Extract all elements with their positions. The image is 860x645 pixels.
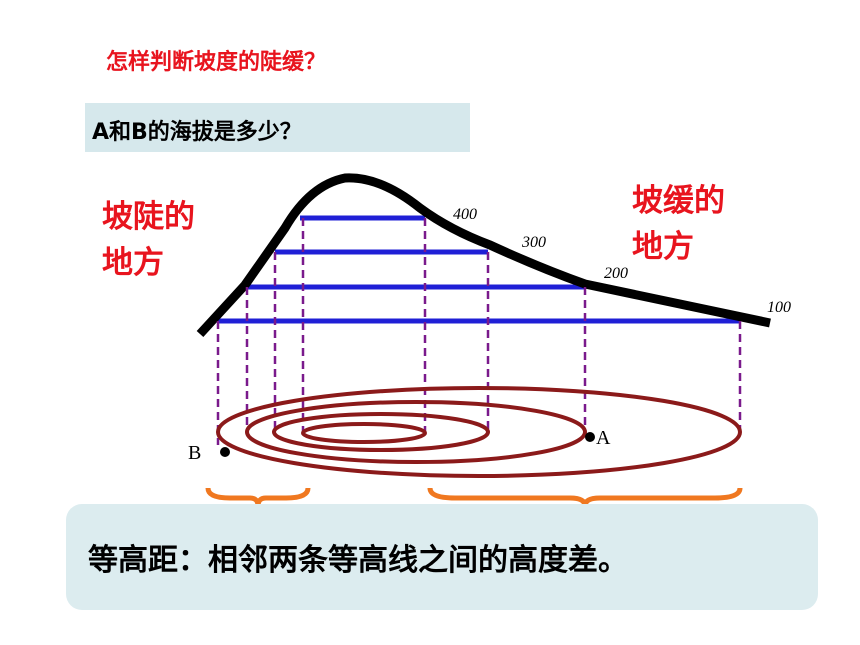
elevation-lines (218, 215, 740, 324)
point-b (220, 447, 230, 457)
title: 怎样判断坡度的陡缓？ (106, 50, 327, 75)
gentle-label: 坡缓的 地方 (632, 178, 725, 270)
contour-label: 300 (521, 234, 546, 251)
brace (427, 487, 743, 507)
gentle-line: 地方 (632, 229, 694, 265)
gentle-line: 坡缓的 (632, 183, 725, 219)
definition: 等高距：相邻两条等高线之间的高度差。 (88, 543, 628, 578)
question: A和B的海拔是多少？ (92, 120, 302, 145)
braces (205, 487, 743, 507)
contour-label: 400 (453, 206, 477, 223)
profile-curve (196, 173, 771, 338)
brace (205, 487, 311, 507)
point-label: A (596, 427, 611, 449)
projection-lines (216, 218, 742, 445)
point-label: B (188, 442, 201, 464)
question-box (85, 103, 470, 152)
contour-200 (245, 400, 587, 464)
contour-label: 100 (767, 299, 791, 316)
definition-box (66, 504, 818, 610)
steep-line: 地方 (102, 245, 164, 281)
steep-line: 坡陡的 (102, 199, 195, 235)
contours (216, 386, 742, 478)
contour-300 (272, 412, 490, 452)
contour-100 (216, 386, 742, 478)
contour-label: 200 (604, 265, 628, 282)
steep-label: 坡陡的 地方 (102, 194, 195, 286)
point-a (585, 432, 595, 442)
contour-400 (301, 422, 427, 444)
